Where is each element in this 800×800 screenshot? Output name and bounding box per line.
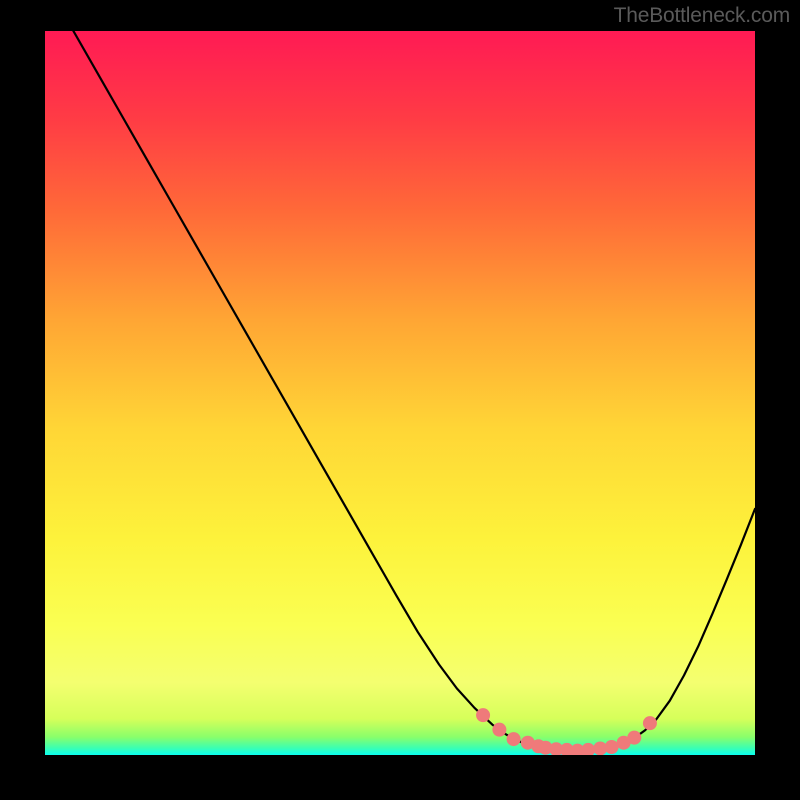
gradient-background: [45, 31, 755, 755]
watermark-text: TheBottleneck.com: [614, 4, 790, 28]
chart-svg: [45, 31, 755, 755]
data-marker: [492, 723, 506, 737]
data-marker: [627, 731, 641, 745]
data-marker: [605, 740, 619, 754]
data-marker: [507, 732, 521, 746]
plot-area: [45, 31, 755, 755]
chart-container: TheBottleneck.com: [0, 0, 800, 800]
data-marker: [476, 708, 490, 722]
data-marker: [643, 716, 657, 730]
